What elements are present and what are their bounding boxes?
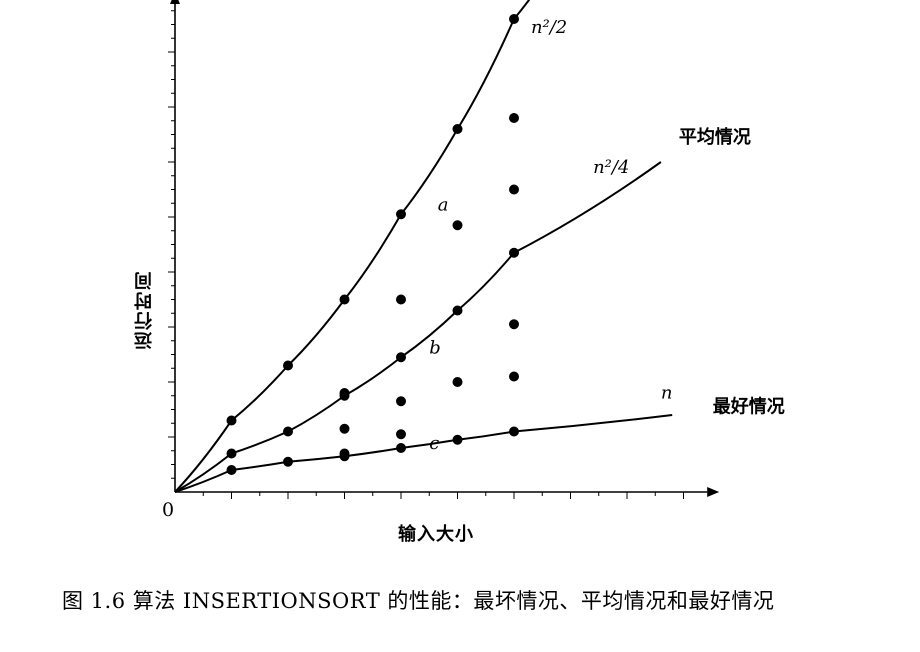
series-point-2 bbox=[452, 305, 463, 316]
series-point-1 bbox=[226, 415, 237, 426]
series-point-1 bbox=[396, 209, 406, 220]
scatter-point bbox=[509, 184, 519, 195]
y-axis-label: 运行时间 bbox=[134, 270, 155, 350]
series-point-1 bbox=[509, 14, 519, 24]
series-line-1 bbox=[174, 0, 531, 493]
data-points bbox=[226, 14, 519, 475]
scatter-point bbox=[452, 377, 463, 387]
case-label-2: 平均情况 bbox=[679, 126, 751, 148]
series-point-3 bbox=[226, 465, 237, 475]
series-point-1 bbox=[283, 360, 293, 371]
series-point-2 bbox=[509, 247, 519, 258]
curve-label-1: n²/2 bbox=[531, 17, 567, 38]
x-axis-label: 输入大小 bbox=[398, 524, 474, 545]
series-point-3 bbox=[452, 434, 463, 445]
point-label-3: c bbox=[429, 433, 439, 454]
y-axis-arrow bbox=[170, 0, 180, 4]
scatter-point bbox=[339, 423, 350, 434]
point-label-1: a bbox=[438, 194, 449, 215]
series-point-2 bbox=[226, 448, 237, 459]
series-point-1 bbox=[339, 294, 350, 305]
scatter-point bbox=[396, 429, 406, 440]
x-axis-arrow bbox=[707, 487, 720, 497]
series-point-3 bbox=[396, 443, 406, 453]
curve-label-2: n²/4 bbox=[593, 157, 629, 178]
scatter-point bbox=[339, 448, 350, 459]
scatter-point bbox=[509, 319, 519, 330]
figure-caption: 图 1.6 算法 INSERTIONSORT 的性能：最坏情况、平均情况和最好情… bbox=[62, 589, 775, 613]
point-label-2: b bbox=[429, 337, 441, 358]
series-point-3 bbox=[283, 456, 293, 467]
scatter-point bbox=[339, 388, 350, 398]
series-line-3 bbox=[174, 414, 673, 493]
series-point-3 bbox=[509, 426, 519, 437]
scatter-point bbox=[396, 294, 406, 305]
scatter-point bbox=[509, 113, 519, 123]
origin-label: 0 bbox=[162, 499, 174, 521]
scatter-point bbox=[509, 371, 519, 382]
axes bbox=[168, 0, 720, 499]
case-label-3: 最好情况 bbox=[713, 396, 785, 418]
series-point-2 bbox=[396, 352, 406, 363]
scatter-point bbox=[396, 396, 406, 407]
series-point-2 bbox=[283, 426, 293, 437]
series-point-1 bbox=[452, 124, 463, 134]
curves bbox=[174, 0, 673, 493]
series-line-2 bbox=[174, 161, 662, 493]
scatter-point bbox=[452, 220, 463, 231]
curve-label-3: n bbox=[661, 383, 673, 404]
